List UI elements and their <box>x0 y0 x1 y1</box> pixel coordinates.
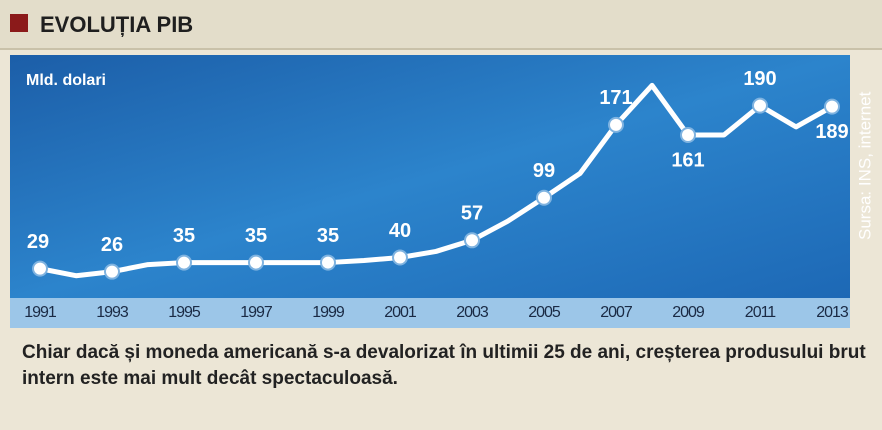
point <box>608 116 624 133</box>
y-axis-label: Mld. dolari <box>26 72 106 89</box>
point <box>176 254 192 271</box>
x-tick-label: 2001 <box>384 304 417 321</box>
data-label: 35 <box>173 225 195 247</box>
x-tick-label: 2007 <box>600 304 633 321</box>
x-tick-label: 1991 <box>24 304 57 321</box>
data-label: 29 <box>27 231 49 253</box>
point <box>752 97 768 114</box>
point <box>32 260 48 277</box>
x-tick-label: 2013 <box>816 304 849 321</box>
data-label: 26 <box>101 234 123 256</box>
x-tick-label: 1993 <box>96 304 129 321</box>
x-tick-label: 1997 <box>240 304 273 321</box>
source: Sursa: INS, internet <box>855 91 874 240</box>
point <box>464 232 480 249</box>
caption: Chiar dacă și moneda americană s-a deval… <box>22 342 866 389</box>
data-label: 99 <box>533 160 555 182</box>
header-icon <box>10 14 28 32</box>
data-label: 40 <box>389 220 411 242</box>
title: EVOLUȚIA PIB <box>40 12 194 37</box>
point <box>824 98 840 115</box>
data-label: 57 <box>461 203 483 225</box>
x-tick-label: 2011 <box>745 304 777 321</box>
data-label: 190 <box>743 68 776 90</box>
point <box>392 249 408 266</box>
point <box>248 254 264 271</box>
plot-background <box>10 55 850 300</box>
x-tick-label: 2009 <box>672 304 705 321</box>
data-label: 189 <box>815 121 848 143</box>
header: EVOLUȚIA PIB <box>0 0 882 50</box>
point <box>104 263 120 280</box>
x-tick-label: 1999 <box>312 304 345 321</box>
data-label: 171 <box>599 87 632 109</box>
chart: Mld. dolari Sursa: INS, internet 1991 29 1… <box>10 55 874 328</box>
point <box>536 189 552 206</box>
line <box>39 82 834 279</box>
x-tick-label: 1995 <box>168 304 201 321</box>
point <box>680 126 696 143</box>
axis-band <box>10 298 850 328</box>
data-label: 161 <box>671 149 704 171</box>
data-label: 35 <box>245 225 267 247</box>
x-tick-label: 2005 <box>528 304 561 321</box>
data-label: 35 <box>317 225 339 247</box>
x-tick-label: 2003 <box>456 304 489 321</box>
point <box>320 254 336 271</box>
